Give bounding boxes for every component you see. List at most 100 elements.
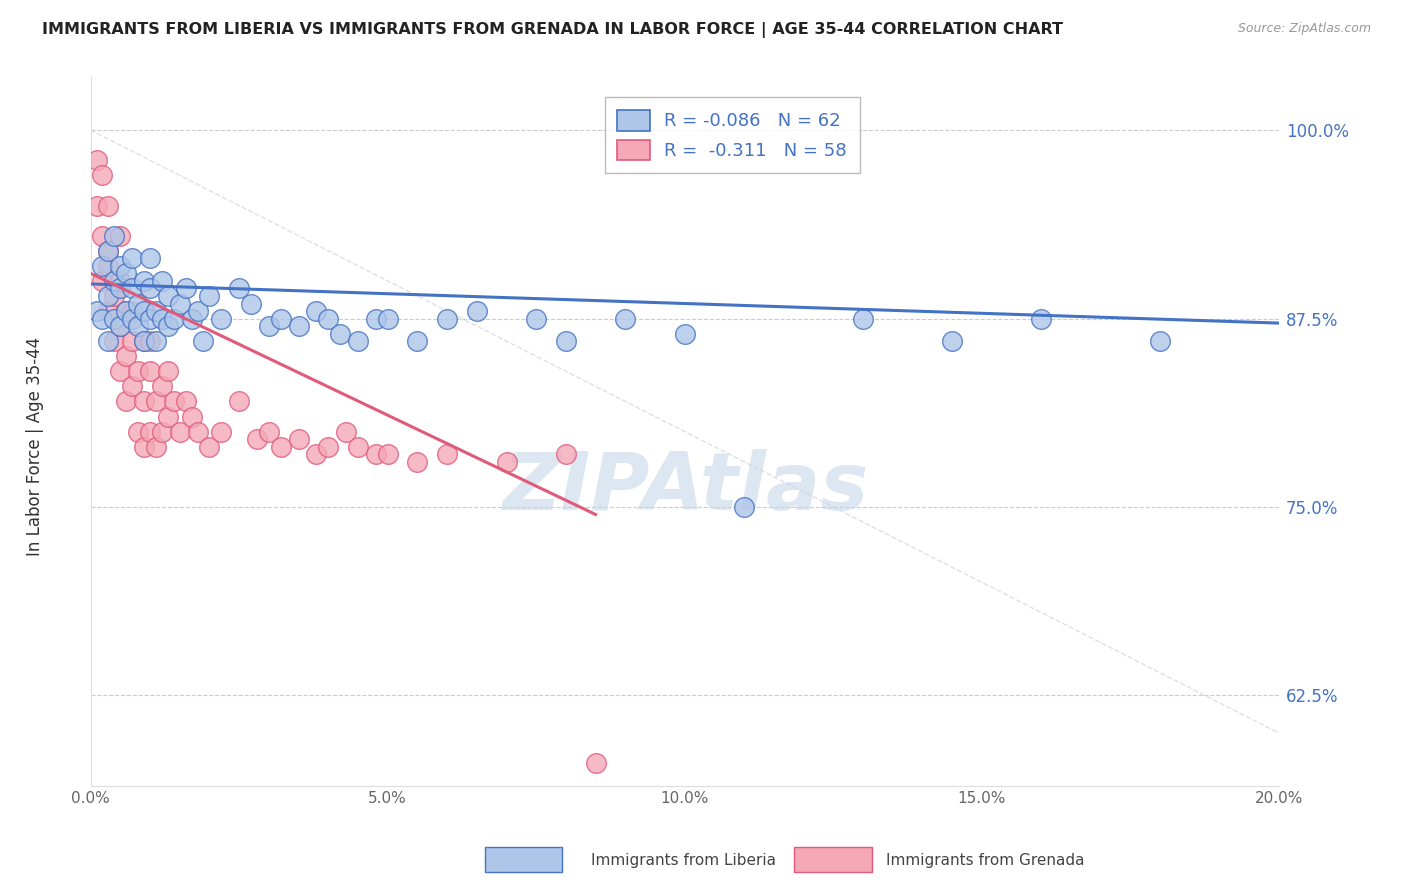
Point — [364, 447, 387, 461]
Point — [198, 440, 221, 454]
Point — [257, 425, 280, 439]
Point — [121, 379, 143, 393]
Point — [163, 394, 186, 409]
Point — [115, 394, 138, 409]
Point — [436, 311, 458, 326]
Point — [97, 304, 120, 318]
Point — [335, 425, 357, 439]
Point — [110, 281, 132, 295]
Point — [150, 274, 173, 288]
Point — [287, 319, 309, 334]
Point — [156, 364, 179, 378]
Point — [150, 425, 173, 439]
Point — [103, 274, 125, 288]
Point — [127, 296, 149, 310]
Point — [132, 334, 155, 348]
Point — [150, 311, 173, 326]
Point — [115, 304, 138, 318]
Point — [585, 756, 607, 771]
Point — [1149, 334, 1171, 348]
Point — [150, 379, 173, 393]
Point — [97, 259, 120, 273]
Point — [145, 304, 167, 318]
Point — [347, 334, 370, 348]
Point — [132, 274, 155, 288]
Point — [110, 274, 132, 288]
Point — [156, 409, 179, 424]
Point — [180, 409, 202, 424]
Point — [316, 440, 339, 454]
Point — [97, 334, 120, 348]
Text: ZIPAtlas: ZIPAtlas — [502, 450, 868, 527]
Point — [555, 447, 578, 461]
Point — [86, 304, 108, 318]
Point — [97, 244, 120, 258]
Point — [121, 311, 143, 326]
Point — [110, 228, 132, 243]
Point — [145, 440, 167, 454]
Point — [139, 334, 162, 348]
Point — [228, 394, 250, 409]
Point — [110, 319, 132, 334]
Point — [240, 296, 263, 310]
Point — [86, 198, 108, 212]
Point — [347, 440, 370, 454]
Point — [733, 500, 755, 514]
Point — [187, 304, 209, 318]
Point — [193, 334, 215, 348]
Point — [406, 334, 429, 348]
Point — [180, 311, 202, 326]
Point — [103, 289, 125, 303]
Point — [91, 259, 114, 273]
Point — [145, 394, 167, 409]
Point — [132, 304, 155, 318]
Point — [257, 319, 280, 334]
Point — [103, 334, 125, 348]
Point — [270, 311, 292, 326]
Point — [103, 228, 125, 243]
Point — [139, 281, 162, 295]
Legend: R = -0.086   N = 62, R =  -0.311   N = 58: R = -0.086 N = 62, R = -0.311 N = 58 — [605, 97, 859, 173]
Point — [174, 281, 197, 295]
Point — [121, 281, 143, 295]
Point — [406, 455, 429, 469]
Point — [174, 394, 197, 409]
Point — [103, 311, 125, 326]
Point — [156, 319, 179, 334]
Point — [187, 425, 209, 439]
Point — [86, 153, 108, 168]
Point — [145, 334, 167, 348]
Point — [169, 425, 191, 439]
Point — [115, 304, 138, 318]
Point — [465, 304, 488, 318]
Point — [495, 455, 517, 469]
Point — [377, 311, 399, 326]
Point — [139, 364, 162, 378]
Point — [97, 198, 120, 212]
Point — [163, 311, 186, 326]
Point — [127, 319, 149, 334]
Point — [139, 311, 162, 326]
Point — [115, 349, 138, 363]
Text: Immigrants from Liberia: Immigrants from Liberia — [591, 854, 776, 868]
Point — [132, 440, 155, 454]
Point — [364, 311, 387, 326]
Point — [329, 326, 352, 341]
Point — [614, 311, 637, 326]
Point — [305, 447, 328, 461]
Point — [121, 304, 143, 318]
Point — [91, 228, 114, 243]
Point — [127, 425, 149, 439]
Point — [91, 311, 114, 326]
Text: Source: ZipAtlas.com: Source: ZipAtlas.com — [1237, 22, 1371, 36]
Point — [673, 326, 696, 341]
Point — [139, 425, 162, 439]
Point — [209, 311, 232, 326]
Point — [97, 289, 120, 303]
Point — [110, 364, 132, 378]
Point — [852, 311, 875, 326]
Point — [228, 281, 250, 295]
Point — [132, 394, 155, 409]
Point — [555, 334, 578, 348]
Point — [139, 252, 162, 266]
